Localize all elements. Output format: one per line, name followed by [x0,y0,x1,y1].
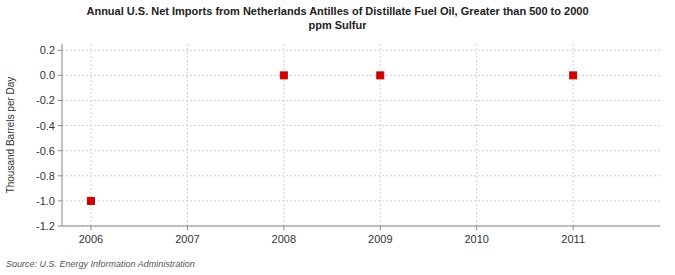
point [280,72,287,79]
y-tick [58,226,62,227]
source: Source: U.S. Energy Information Administ… [6,259,195,269]
x-axis-line [62,226,660,227]
chart-svg: -1.2 -1.0 -0.8 -0.6 -0.4 -0.2 0.0 0.2 2006 2007 20… [0,0,675,275]
y-tick [58,150,62,151]
y-axis-label: Thousand Barrels per Day [5,77,16,194]
marks [87,72,576,205]
point [87,197,94,204]
x-tick [187,226,188,230]
plot-area [62,44,660,226]
x-tick [283,226,284,230]
point [377,72,384,79]
point [570,72,577,79]
x-tick-label: 2008 [272,233,296,245]
y-tick-label: -0.4 [36,120,55,132]
y-tick [58,50,62,51]
y-tick-label: -0.8 [36,170,55,182]
x-grid-line [476,44,477,226]
y-axis-line [62,44,63,226]
x-grid-line [187,44,188,226]
y-tick [58,100,62,101]
y-tick [58,75,62,76]
axes: -1.2 -1.0 -0.8 -0.6 -0.4 -0.2 0.0 0.2 2006 2007 20… [36,44,660,245]
y-tick [58,200,62,201]
grid [62,44,660,226]
y-tick-label: 0.0 [40,69,55,81]
y-grid-line [62,50,660,51]
title: Annual U.S. Net Imports from Netherlands… [86,5,588,31]
x-grid-line [380,44,381,226]
y-tick [58,125,62,126]
y-grid-line [62,226,660,227]
y-grid-line [62,150,660,151]
y-tick-label: -0.2 [36,94,55,106]
x-tick-label: 2010 [464,233,488,245]
title-line: ppm Sulfur [308,19,367,31]
y-tick-label: -0.6 [36,145,55,157]
x-grid-line [573,44,574,226]
x-tick [573,226,574,230]
x-tick [476,226,477,230]
x-tick-label: 2009 [368,233,392,245]
y-grid-line [62,100,660,101]
x-grid-line [283,44,284,226]
chart-container: -1.2 -1.0 -0.8 -0.6 -0.4 -0.2 0.0 0.2 2006 2007 20… [0,0,675,275]
x-tick-label: 2011 [561,233,585,245]
y-tick [58,175,62,176]
y-tick-label: -1.0 [36,195,55,207]
y-grid-line [62,175,660,176]
y-tick-label: -1.2 [36,220,55,232]
x-tick [380,226,381,230]
x-tick-label: 2006 [79,233,103,245]
y-grid-line [62,200,660,201]
y-tick-label: 0.2 [40,44,55,56]
y-grid-line [62,125,660,126]
x-tick-label: 2007 [175,233,199,245]
title-line: Annual U.S. Net Imports from Netherlands… [86,5,588,17]
x-tick [90,226,91,230]
